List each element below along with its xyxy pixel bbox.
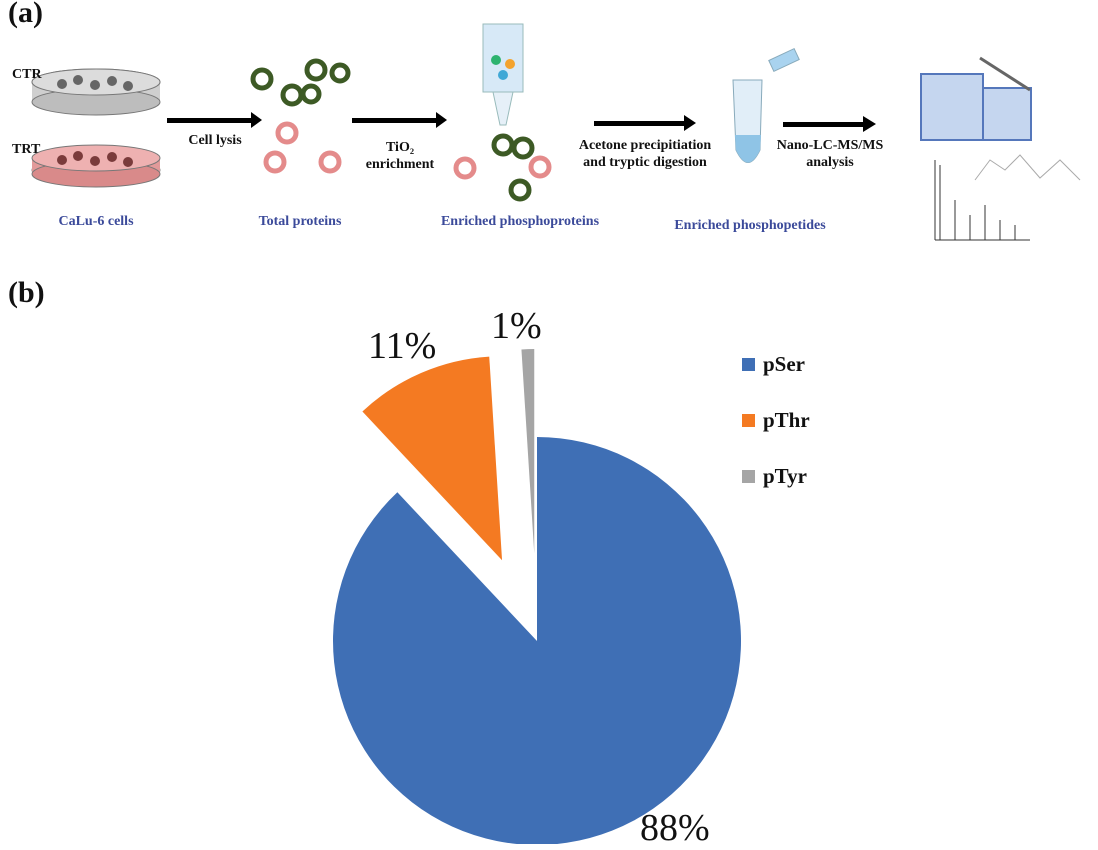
panel-b-label: (b) <box>8 276 45 309</box>
caption-calu6: CaLu-6 cells <box>58 214 134 229</box>
workflow-diagram <box>31 23 1081 241</box>
legend-label: pSer <box>763 351 805 376</box>
pie-slice-ptyr <box>521 349 535 554</box>
legend-swatch <box>742 357 755 371</box>
pie-label-pthr: 11% <box>368 325 437 367</box>
step-line: analysis <box>806 155 854 170</box>
caption-total-proteins: Total proteins <box>258 214 342 229</box>
pie-slice-pthr <box>362 356 503 561</box>
step-line: Acetone precipitiation <box>578 138 712 153</box>
step-cell-lysis: Cell lysis <box>160 132 270 149</box>
step-line: and tryptic digestion <box>583 155 707 170</box>
step-tio2: TiO₂ enrichment <box>345 139 455 173</box>
pie-slice-pser <box>332 437 741 844</box>
step-line: TiO₂ <box>385 140 415 155</box>
protein-icons <box>250 58 552 202</box>
trt-dish-icon <box>31 144 161 188</box>
tube-icon <box>732 47 800 163</box>
pie-label-ptyr: 1% <box>491 305 542 347</box>
pie-label-pser: 88% <box>640 807 710 849</box>
panel-a-label: (a) <box>8 0 43 29</box>
mass-spectrometer-icon <box>920 56 1032 141</box>
caption-enriched-phosphopeptides: Enriched phosphopetides <box>674 218 826 233</box>
caption-enriched-phosphoproteins: Enriched phosphoproteins <box>440 214 600 229</box>
legend-swatch <box>742 413 755 427</box>
spectrum-icon <box>934 154 1081 241</box>
step-nano-lc: Nano-LC-MS/MS analysis <box>770 137 890 171</box>
step-line: enrichment <box>365 157 435 172</box>
step-acetone: Acetone precipitiation and tryptic digest… <box>565 137 725 171</box>
step-line: Cell lysis <box>188 133 242 148</box>
legend-swatch <box>742 469 755 483</box>
legend-item-pser: pSer <box>742 336 810 392</box>
legend: pSer pThr pTyr <box>742 336 810 504</box>
legend-label: pThr <box>763 407 810 432</box>
ctr-dish-icon <box>31 68 161 116</box>
trt-label: TRT <box>12 142 41 157</box>
legend-item-pthr: pThr <box>742 392 810 448</box>
tio2-column-icon <box>482 23 524 126</box>
ctr-label: CTR <box>12 67 42 82</box>
legend-label: pTyr <box>763 463 807 488</box>
step-line: Nano-LC-MS/MS <box>776 138 884 153</box>
legend-item-ptyr: pTyr <box>742 448 810 504</box>
arrow-icon <box>167 112 876 132</box>
